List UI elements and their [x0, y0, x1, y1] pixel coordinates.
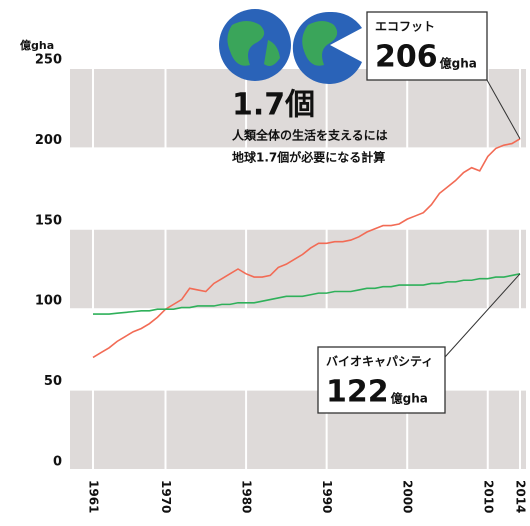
grid-band [70, 390, 526, 470]
x-tick-label: 1980 [240, 480, 254, 513]
y-tick-label: 200 [35, 133, 62, 148]
annotation-line: 人類全体の生活を支えるには [232, 128, 388, 143]
y-unit: 億gha [20, 38, 54, 52]
y-tick-label: 100 [35, 294, 62, 309]
callout-unit: 億gha [440, 56, 477, 71]
callout-value: 122 [326, 375, 389, 410]
y-tick-label: 50 [44, 374, 62, 389]
x-tick-label: 1990 [320, 480, 334, 513]
chart: 億gha 1.7個 人類全体の生活を支えるには 地球1.7個が必要になる計算 エ… [0, 0, 530, 522]
y-tick-label: 250 [35, 53, 62, 68]
annotation-line: 地球1.7個が必要になる計算 [232, 150, 385, 165]
callout-unit: 億gha [391, 391, 428, 406]
y-tick-label: 150 [35, 213, 62, 228]
y-tick-label: 0 [53, 455, 62, 470]
grid-band [70, 229, 526, 309]
callout-title: バイオキャパシティ [326, 355, 433, 369]
callout-value: 206 [375, 40, 438, 75]
x-tick-label: 1970 [159, 480, 173, 513]
x-tick-label: 2010 [481, 480, 495, 513]
callout-title: エコフット [375, 20, 435, 34]
x-tick-label: 2000 [401, 480, 415, 513]
x-tick-label: 2014 [514, 480, 528, 513]
x-tick-label: 1961 [87, 480, 101, 513]
annotation-headline: 1.7個 [232, 88, 315, 123]
